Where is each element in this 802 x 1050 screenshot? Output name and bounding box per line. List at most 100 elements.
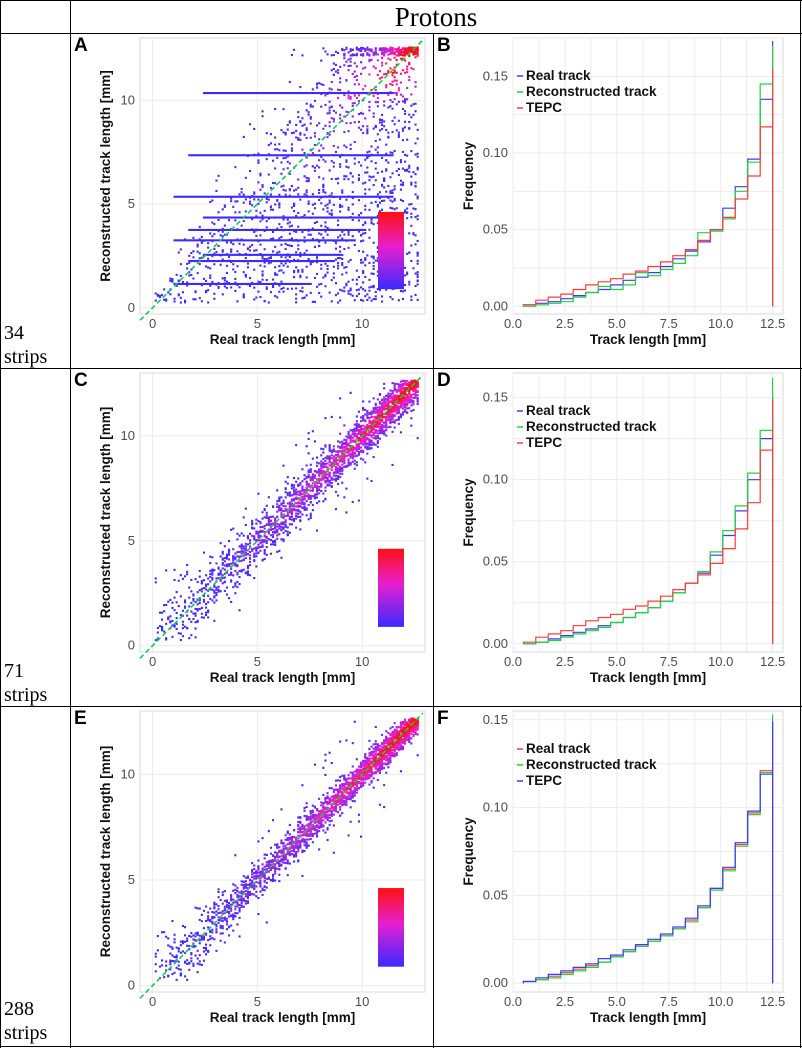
heat-cell xyxy=(335,784,337,786)
heat-cell xyxy=(337,72,339,74)
heat-cell xyxy=(385,144,387,146)
heat-cell xyxy=(243,569,245,571)
heat-cell xyxy=(379,406,381,408)
heat-cell xyxy=(274,148,276,150)
heat-cell xyxy=(322,493,324,495)
heat-cell xyxy=(245,880,247,882)
heat-cell xyxy=(192,237,194,239)
heat-cell xyxy=(320,801,322,803)
heat-cell xyxy=(276,296,278,298)
heat-cell xyxy=(331,279,333,281)
heat-cell xyxy=(310,123,312,125)
heat-cell xyxy=(415,154,417,156)
heat-cell xyxy=(293,854,295,856)
heat-cell xyxy=(310,517,312,519)
heat-cell xyxy=(308,114,310,116)
heat-cell xyxy=(232,263,234,265)
heat-cell xyxy=(396,83,398,85)
heat-cell xyxy=(293,847,295,849)
heat-cell xyxy=(195,945,197,947)
heat-cell xyxy=(324,242,326,244)
heat-cell xyxy=(324,480,326,482)
heat-cell xyxy=(354,76,356,78)
heat-cell xyxy=(324,832,326,834)
heat-cell xyxy=(297,505,299,507)
heat-cell xyxy=(314,825,316,827)
heat-cell xyxy=(335,242,337,244)
heat-cell xyxy=(415,52,417,54)
y-tick-label: 0.15 xyxy=(483,390,508,405)
heat-cell xyxy=(218,573,220,575)
heat-cell xyxy=(215,577,217,579)
heat-cell xyxy=(184,926,186,928)
heat-cell xyxy=(310,469,312,471)
heat-cell xyxy=(333,478,335,480)
heat-cell xyxy=(375,260,377,262)
heat-cell xyxy=(348,460,350,462)
heat-cell xyxy=(417,276,419,278)
heat-cell xyxy=(339,235,341,237)
heat-cell xyxy=(402,151,404,153)
heat-cell xyxy=(199,602,201,604)
heat-cell xyxy=(318,462,320,464)
heat-cell xyxy=(354,54,356,56)
heat-cell xyxy=(184,601,186,603)
heat-cell xyxy=(295,231,297,233)
heat-cell xyxy=(375,403,377,405)
heat-cell xyxy=(364,232,366,234)
heat-cell xyxy=(301,828,303,830)
heat-cell xyxy=(285,856,287,858)
heat-cell xyxy=(249,203,251,205)
heat-cell xyxy=(255,870,257,872)
heat-cell xyxy=(226,558,228,560)
heat-cell xyxy=(366,49,368,51)
heat-cell xyxy=(327,112,329,114)
heat-cell xyxy=(222,891,224,893)
heat-cell xyxy=(270,291,272,293)
heat-cell xyxy=(291,850,293,852)
heat-cell xyxy=(195,608,197,610)
heat-cell xyxy=(234,166,236,168)
heat-cell xyxy=(400,387,402,389)
heat-cell xyxy=(310,818,312,820)
heat-cell xyxy=(211,929,213,931)
heat-cell xyxy=(379,119,381,121)
heat-cell xyxy=(236,533,238,535)
heat-cell xyxy=(262,544,264,546)
heat-cell xyxy=(197,963,199,965)
heat-cell xyxy=(335,451,337,453)
heat-cell xyxy=(362,431,364,433)
heat-cell xyxy=(207,939,209,941)
heat-cell xyxy=(366,415,368,417)
heat-cell xyxy=(324,226,326,228)
heat-cell xyxy=(213,906,215,908)
heat-cell xyxy=(274,144,276,146)
heat-cell xyxy=(218,211,220,213)
heat-cell xyxy=(285,525,287,527)
heat-cell xyxy=(320,465,322,467)
heat-cell xyxy=(192,598,194,600)
heat-cell xyxy=(368,413,370,415)
heat-cell xyxy=(322,805,324,807)
heat-cell xyxy=(352,453,354,455)
heat-cell xyxy=(297,860,299,862)
heat-cell xyxy=(394,389,396,391)
heat-cell xyxy=(322,189,324,191)
heat-cell xyxy=(333,277,335,279)
heat-cell xyxy=(350,456,352,458)
heat-cell xyxy=(276,511,278,513)
heat-cell xyxy=(257,181,259,183)
heat-cell xyxy=(371,89,373,91)
heat-cell xyxy=(259,244,261,246)
heat-cell xyxy=(385,422,387,424)
heat-cell xyxy=(295,266,297,268)
heat-cell xyxy=(308,483,310,485)
heat-cell xyxy=(283,862,285,864)
page-title: Protons xyxy=(70,0,802,34)
heat-cell xyxy=(329,88,331,90)
heat-cell xyxy=(356,464,358,466)
heat-cell xyxy=(293,518,295,520)
heat-cell xyxy=(310,810,312,812)
heat-cell xyxy=(335,789,337,791)
heat-cell xyxy=(304,124,306,126)
